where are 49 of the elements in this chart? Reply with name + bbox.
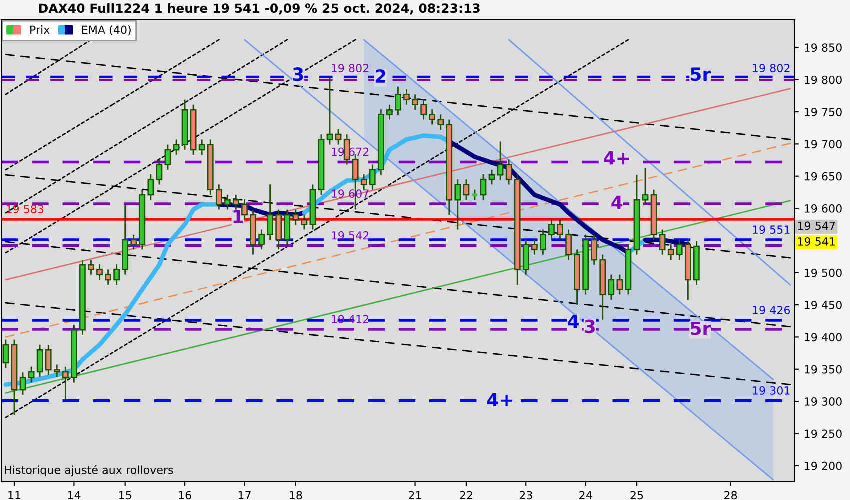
- x-tick-label: 16: [179, 491, 192, 500]
- annotation: 4+: [487, 393, 512, 407]
- y-tick-label: 19 650: [805, 172, 842, 181]
- y-tick-label: 19 700: [805, 140, 842, 149]
- y-tick-label: 19 500: [805, 268, 842, 278]
- ref-line-label: 19 802: [753, 64, 790, 73]
- annotation: 4+: [604, 151, 630, 165]
- annotation: 1: [234, 210, 244, 224]
- ref-line-label: 19 551: [753, 226, 790, 234]
- ref-line-label: 19 542: [332, 231, 369, 240]
- y-tick-label: 19 850: [805, 44, 842, 52]
- y-tick-label: 19 750: [805, 108, 842, 116]
- annotation: 5r: [691, 322, 712, 336]
- ref-line-label: 19 672: [332, 148, 369, 156]
- x-tick-label: 25: [630, 491, 644, 500]
- y-tick-label: 19 800: [805, 76, 842, 84]
- x-tick-label: 21: [409, 491, 422, 500]
- x-tick-label: 23: [520, 491, 532, 500]
- x-tick-label: 11: [8, 491, 21, 500]
- ref-line-label: 19 301: [753, 386, 790, 395]
- x-tick-label: 18: [290, 491, 302, 500]
- y-tick-label: 19 350: [805, 365, 842, 374]
- x-tick-label: 24: [580, 491, 592, 500]
- x-tick-label: 17: [238, 491, 251, 500]
- chart-title: DAX40 Full1224 1 heure 19 541 -0,09 % 25 oct. 2024, 08:23:13: [39, 3, 480, 15]
- ref-line-label: 19 802: [332, 64, 369, 73]
- annotation: 5r: [691, 68, 712, 82]
- y-tick-label: 19 300: [805, 398, 842, 406]
- ref-line-label: 19 412: [332, 315, 369, 324]
- x-tick-label: 28: [724, 491, 738, 500]
- y-tick-label: 19 400: [805, 333, 842, 342]
- text: 19 541: [798, 238, 835, 246]
- annotation: 2: [376, 69, 386, 83]
- annotation: 4: [568, 314, 579, 328]
- y-tick-label: 19 450: [805, 301, 842, 310]
- y-tick-label: 19 200: [805, 462, 842, 470]
- x-tick-label: 22: [460, 491, 472, 500]
- y-tick-label: 19 250: [805, 430, 842, 438]
- ref-line-label: 19 426: [753, 306, 790, 314]
- legend-label: EMA (40): [82, 26, 131, 36]
- x-tick-label: 15: [120, 491, 132, 500]
- annotation: Historique ajusté aux rollovers: [5, 465, 174, 476]
- text: 19 547: [798, 222, 836, 230]
- y-tick-label: 19 600: [805, 204, 842, 213]
- annotation: 4: [612, 196, 623, 210]
- x-tick-label: 14: [68, 491, 81, 500]
- annotation: 3: [293, 68, 304, 82]
- legend-label: Prix: [30, 26, 50, 34]
- annotation: 3: [585, 320, 595, 334]
